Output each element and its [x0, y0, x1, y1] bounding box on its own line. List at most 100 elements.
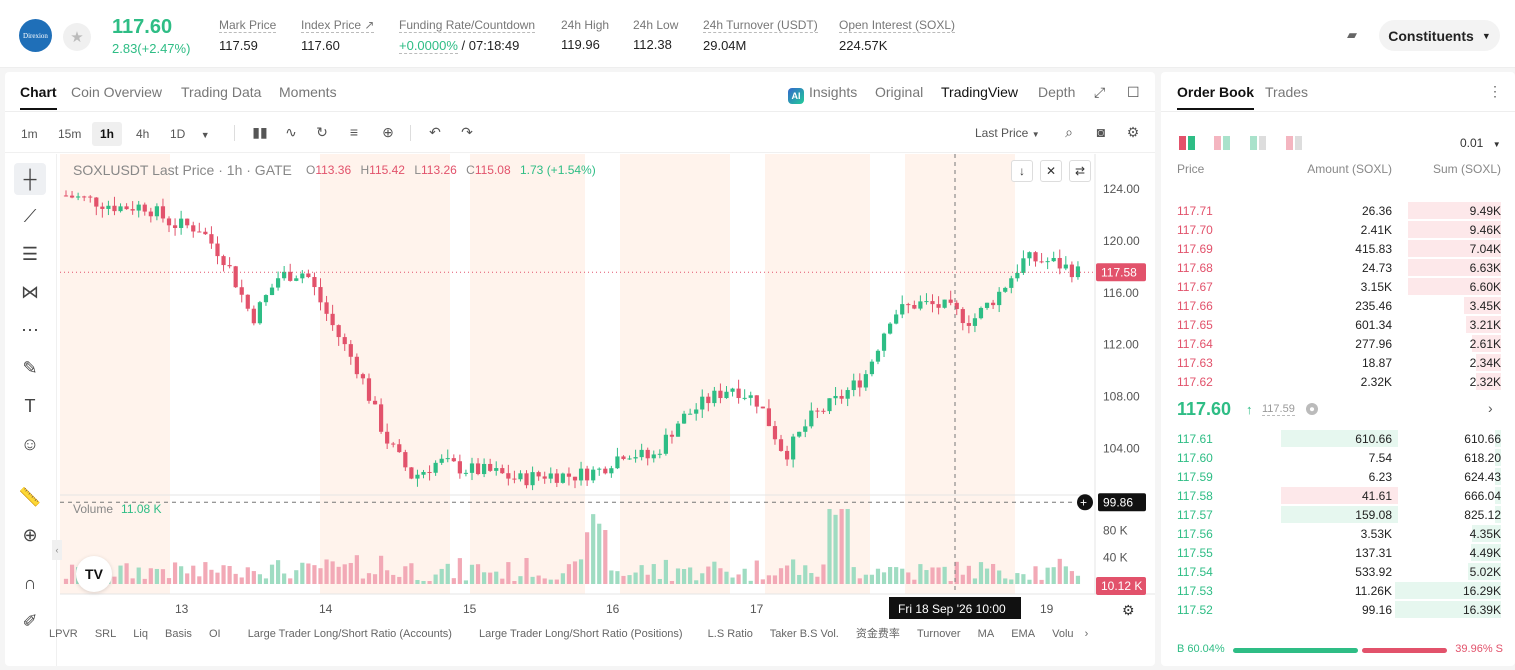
- bid-row[interactable]: 117.56 3.53K 4.35K: [1161, 524, 1515, 543]
- refresh-icon[interactable]: ↻: [316, 124, 328, 140]
- crosshair-icon[interactable]: ┼: [14, 163, 46, 195]
- layout-asks-icon[interactable]: [1286, 136, 1302, 150]
- bid-row[interactable]: 117.52 99.16 16.39K: [1161, 600, 1515, 619]
- collapse-sidebar-icon[interactable]: ‹: [52, 540, 62, 560]
- candle-body: [124, 206, 129, 210]
- ask-row[interactable]: 117.71 26.36 9.49K: [1161, 201, 1515, 220]
- redo-icon[interactable]: ↷: [461, 124, 473, 140]
- candle-body: [197, 231, 202, 233]
- indicators-icon[interactable]: ∿: [285, 124, 297, 140]
- ask-row[interactable]: 117.64 277.96 2.61K: [1161, 334, 1515, 353]
- ask-row[interactable]: 117.63 18.87 2.34K: [1161, 353, 1515, 372]
- bid-row[interactable]: 117.53 11.26K 16.29K: [1161, 581, 1515, 600]
- expand-icon[interactable]: ⤢: [1094, 84, 1106, 100]
- bid-row[interactable]: 117.60 7.54 618.20: [1161, 448, 1515, 467]
- bid-row[interactable]: 117.59 6.23 624.43: [1161, 467, 1515, 486]
- info-icon[interactable]: ⏺: [1306, 403, 1318, 415]
- collapse-icon[interactable]: ✕: [1040, 160, 1062, 182]
- indicator-ema[interactable]: EMA: [1011, 628, 1036, 640]
- arrow-down-icon[interactable]: ↓: [1011, 160, 1033, 182]
- undo-icon[interactable]: ↶: [429, 124, 441, 140]
- tradingview-logo[interactable]: TV: [76, 556, 112, 592]
- ask-row[interactable]: 117.65 601.34 3.21K: [1161, 315, 1515, 334]
- indicator-ls-ratio[interactable]: L.S Ratio: [707, 628, 753, 640]
- text-icon[interactable]: T: [24, 396, 36, 416]
- constituents-dropdown[interactable]: Constituents ▼: [1379, 20, 1500, 51]
- indicator-basis[interactable]: Basis: [165, 628, 192, 640]
- price-source-select[interactable]: Last Price ▼: [975, 126, 1040, 140]
- view-depth[interactable]: Depth: [1038, 84, 1076, 100]
- candle-type-icon[interactable]: ▮▮: [252, 124, 268, 140]
- bid-row[interactable]: 117.54 533.92 5.02K: [1161, 562, 1515, 581]
- ask-row[interactable]: 117.68 24.73 6.63K: [1161, 258, 1515, 277]
- chevron-right-icon[interactable]: ›: [1488, 400, 1493, 416]
- layout-bids-icon[interactable]: [1250, 136, 1266, 150]
- search-icon[interactable]: ⌕: [1065, 124, 1073, 140]
- view-tradingview[interactable]: TradingView: [941, 84, 1019, 100]
- zoom-in-icon[interactable]: ⊕: [22, 525, 38, 545]
- camera-icon[interactable]: ◙: [1096, 124, 1106, 140]
- indicator-turnover[interactable]: Turnover: [916, 628, 961, 640]
- volume-bar: [1015, 573, 1020, 584]
- ask-row[interactable]: 117.66 235.46 3.45K: [1161, 296, 1515, 315]
- view-original[interactable]: Original: [875, 84, 924, 100]
- timeframe-4h[interactable]: 4h: [136, 127, 150, 141]
- timeframe-1h[interactable]: 1h: [92, 122, 123, 146]
- fib-icon[interactable]: ⋯: [21, 320, 39, 340]
- timeframe-1d[interactable]: 1D ▼: [170, 127, 210, 141]
- gear-icon[interactable]: ⚙: [1126, 124, 1140, 140]
- bid-row[interactable]: 117.61 610.66 610.66: [1161, 429, 1515, 448]
- settings-list-icon[interactable]: ≡: [349, 124, 359, 140]
- tab-coin-overview[interactable]: Coin Overview: [71, 84, 163, 100]
- favorite-star-icon[interactable]: ★: [63, 23, 91, 51]
- loop-icon[interactable]: ⇄: [1069, 160, 1091, 182]
- chevron-right-icon[interactable]: ›: [1084, 628, 1089, 640]
- pattern-icon[interactable]: ⋈: [21, 282, 39, 302]
- ask-row[interactable]: 117.67 3.15K 6.60K: [1161, 277, 1515, 296]
- ask-row[interactable]: 117.62 2.32K 2.32K: [1161, 372, 1515, 391]
- price-chart[interactable]: 124.00120.00116.00112.00108.00104.00120 …: [52, 154, 1155, 666]
- ask-row[interactable]: 117.70 2.41K 9.46K: [1161, 220, 1515, 239]
- indicator-liq[interactable]: Liq: [133, 628, 148, 640]
- indicator-lt-accounts[interactable]: Large Trader Long/Short Ratio (Accounts): [247, 628, 452, 640]
- indicator-lt-positions[interactable]: Large Trader Long/Short Ratio (Positions…: [478, 628, 683, 640]
- price-axis-label: 108.00: [1103, 390, 1140, 404]
- layout-split-icon[interactable]: [1214, 136, 1230, 150]
- timeframe-1m[interactable]: 1m: [21, 127, 38, 141]
- add-indicator-icon[interactable]: ⊕: [382, 124, 394, 140]
- layout-both-icon[interactable]: [1179, 136, 1195, 150]
- ask-row[interactable]: 117.69 415.83 7.04K: [1161, 239, 1515, 258]
- indicator-ma[interactable]: MA: [977, 628, 995, 640]
- horizontal-lines-icon[interactable]: ☰: [21, 244, 39, 264]
- pen-icon[interactable]: ✐: [22, 611, 38, 631]
- timeframe-15m[interactable]: 15m: [58, 127, 82, 141]
- tab-order-book[interactable]: Order Book: [1177, 84, 1255, 110]
- ruler-icon[interactable]: 📏: [18, 487, 42, 507]
- emoji-icon[interactable]: ☺: [20, 434, 40, 454]
- trend-line-icon[interactable]: ⟋: [23, 206, 37, 226]
- view-insights[interactable]: AI Insights: [788, 84, 857, 104]
- stat-index-price[interactable]: Index Price ↗ 117.60: [301, 18, 375, 53]
- indicator-taker-vol[interactable]: Taker B.S Vol.: [769, 628, 839, 640]
- indicator-srl[interactable]: SRL: [94, 628, 117, 640]
- indicator-volume[interactable]: Volu: [1052, 628, 1074, 640]
- bid-row[interactable]: 117.57 159.08 825.12: [1161, 505, 1515, 524]
- volume-bar: [585, 532, 590, 584]
- tab-moments[interactable]: Moments: [279, 84, 337, 100]
- indicator-oi[interactable]: OI: [209, 628, 221, 640]
- indicator-lpvr[interactable]: LPVR: [49, 628, 78, 640]
- window-icon[interactable]: ☐: [1127, 84, 1140, 100]
- precision-select[interactable]: 0.01 ▼: [1460, 136, 1501, 150]
- indicator-funding-rate[interactable]: 资金费率: [855, 628, 900, 640]
- tab-chart[interactable]: Chart: [20, 84, 57, 110]
- more-vertical-icon[interactable]: ⋮: [1488, 83, 1502, 99]
- tab-trading-data[interactable]: Trading Data: [181, 84, 262, 100]
- magnet-icon[interactable]: ∩: [23, 573, 37, 593]
- tab-trades[interactable]: Trades: [1265, 84, 1309, 100]
- candlestick-chart[interactable]: 124.00120.00116.00112.00108.00104.00120 …: [60, 154, 1155, 666]
- bid-row[interactable]: 117.58 41.61 666.04: [1161, 486, 1515, 505]
- bid-row[interactable]: 117.55 137.31 4.49K: [1161, 543, 1515, 562]
- brush-icon[interactable]: ✎: [22, 358, 38, 378]
- volume-bar: [221, 565, 226, 584]
- book-icon[interactable]: ▰: [1347, 27, 1357, 42]
